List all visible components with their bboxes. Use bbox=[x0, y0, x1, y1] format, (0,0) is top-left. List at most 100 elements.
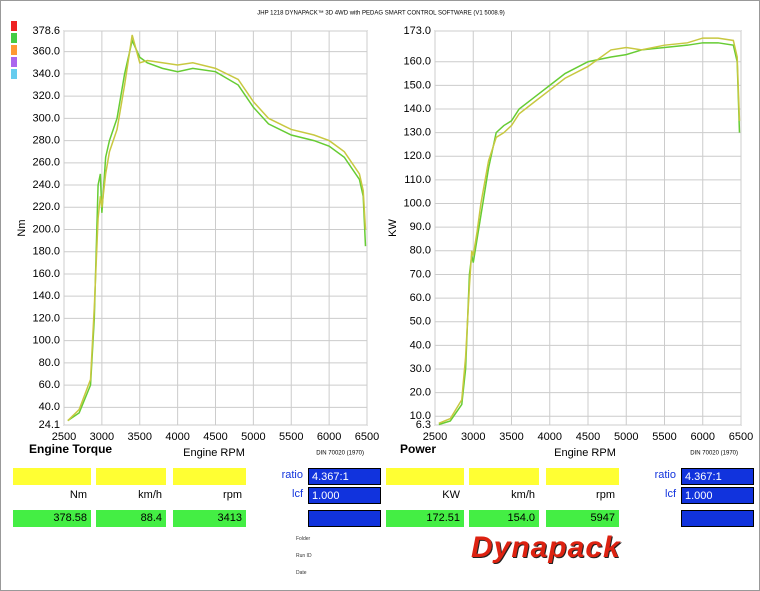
unit-label: km/h bbox=[511, 489, 535, 501]
yellow-box bbox=[13, 468, 91, 485]
ratio-value: 4.367:1 bbox=[308, 468, 381, 485]
chart-title: Engine Torque bbox=[29, 442, 112, 456]
x-tick-label: 6500 bbox=[729, 431, 753, 443]
y-tick-label: 60.0 bbox=[410, 292, 431, 304]
chart-title: Power bbox=[400, 442, 436, 456]
window-title: JHP 1218 DYNAPACK™ 3D 4WD with PEDAG SMA… bbox=[257, 10, 505, 17]
x-tick-label: 2500 bbox=[52, 431, 76, 443]
footer-field: Run ID bbox=[296, 553, 312, 559]
logo-text: Dynapack bbox=[471, 531, 621, 564]
x-tick-label: 4000 bbox=[538, 431, 562, 443]
y-tick-label: 100.0 bbox=[403, 197, 431, 209]
data-line bbox=[438, 37, 741, 425]
yellow-box bbox=[386, 468, 464, 485]
x-tick-label: 4500 bbox=[203, 431, 227, 443]
logo: Dynapack bbox=[471, 531, 731, 571]
x-tick-label: 3500 bbox=[128, 431, 152, 443]
legend-swatch bbox=[11, 21, 17, 31]
x-tick-label: 4000 bbox=[165, 431, 189, 443]
yellow-box bbox=[173, 468, 246, 485]
y-tick-label: 120.0 bbox=[32, 312, 60, 324]
y-tick-label: 260.0 bbox=[32, 157, 60, 169]
y-tick-label: 40.0 bbox=[39, 401, 60, 413]
y-tick-label: 220.0 bbox=[32, 201, 60, 213]
footer-field: Folder bbox=[296, 536, 311, 542]
x-tick-label: 3000 bbox=[90, 431, 114, 443]
y-tick-label: 300.0 bbox=[32, 112, 60, 124]
reading: 5947 bbox=[546, 510, 619, 527]
lcf-value: 1.000 bbox=[308, 487, 381, 504]
y-tick-label: 70.0 bbox=[410, 268, 431, 280]
lcf-label: lcf bbox=[665, 488, 676, 500]
blank-box bbox=[681, 510, 754, 527]
x-tick-label: 6000 bbox=[317, 431, 341, 443]
x-tick-label: 4500 bbox=[576, 431, 600, 443]
ratio-label: ratio bbox=[281, 469, 303, 481]
ratio-value: 4.367:1 bbox=[681, 468, 754, 485]
standard: DIN 70020 (1970) bbox=[690, 451, 738, 457]
y-tick-label: 40.0 bbox=[410, 339, 431, 351]
y-tick-label: 173.0 bbox=[403, 25, 431, 37]
reading: 88.4 bbox=[96, 510, 166, 527]
y-axis-label: Nm bbox=[16, 219, 28, 236]
y-tick-label: 80.0 bbox=[410, 245, 431, 257]
y-tick-label: 6.3 bbox=[416, 419, 431, 431]
unit-label: km/h bbox=[138, 489, 162, 501]
y-tick-label: 378.6 bbox=[32, 25, 60, 37]
y-tick-label: 360.0 bbox=[32, 46, 60, 58]
reading: 172.51 bbox=[386, 510, 464, 527]
y-tick-label: 160.0 bbox=[403, 56, 431, 68]
ratio-label: ratio bbox=[654, 469, 676, 481]
data-line bbox=[67, 38, 367, 422]
y-tick-label: 90.0 bbox=[410, 221, 431, 233]
y-tick-label: 110.0 bbox=[404, 174, 431, 186]
y-tick-label: 160.0 bbox=[32, 268, 60, 280]
unit-label: KW bbox=[442, 489, 460, 501]
y-tick-label: 130.0 bbox=[403, 127, 431, 139]
x-tick-label: 5000 bbox=[614, 431, 638, 443]
x-tick-label: 6500 bbox=[355, 431, 379, 443]
lcf-value: 1.000 bbox=[681, 487, 754, 504]
standard: DIN 70020 (1970) bbox=[316, 451, 364, 457]
x-tick-label: 3500 bbox=[499, 431, 523, 443]
reading: 378.58 bbox=[13, 510, 91, 527]
y-tick-label: 340.0 bbox=[32, 68, 60, 80]
x-axis-label: Engine RPM bbox=[183, 447, 245, 459]
x-axis-label: Engine RPM bbox=[554, 447, 616, 459]
x-tick-label: 5500 bbox=[652, 431, 676, 443]
y-tick-label: 120.0 bbox=[403, 150, 431, 162]
blank-box bbox=[308, 510, 381, 527]
x-tick-label: 3000 bbox=[461, 431, 485, 443]
legend-swatch bbox=[11, 33, 17, 43]
footer-field: Date bbox=[296, 570, 307, 576]
yellow-box bbox=[469, 468, 539, 485]
y-tick-label: 140.0 bbox=[403, 103, 431, 115]
unit-label: rpm bbox=[596, 489, 615, 501]
y-tick-label: 180.0 bbox=[32, 246, 60, 258]
legend-swatch bbox=[11, 69, 17, 79]
unit-label: rpm bbox=[223, 489, 242, 501]
x-tick-label: 5500 bbox=[279, 431, 303, 443]
y-tick-label: 30.0 bbox=[410, 363, 431, 375]
lcf-label: lcf bbox=[292, 488, 303, 500]
y-tick-label: 280.0 bbox=[32, 134, 60, 146]
y-tick-label: 140.0 bbox=[32, 290, 60, 302]
y-tick-label: 320.0 bbox=[32, 90, 60, 102]
y-tick-label: 24.1 bbox=[39, 419, 60, 431]
yellow-box bbox=[96, 468, 166, 485]
data-line bbox=[67, 34, 367, 422]
y-tick-label: 10.0 bbox=[410, 410, 431, 422]
reading: 154.0 bbox=[469, 510, 539, 527]
y-tick-label: 20.0 bbox=[410, 387, 431, 399]
y-tick-label: 240.0 bbox=[32, 179, 60, 191]
y-tick-label: 80.0 bbox=[39, 357, 60, 369]
legend-swatch bbox=[11, 57, 17, 67]
y-tick-label: 60.0 bbox=[39, 379, 60, 391]
y-tick-label: 50.0 bbox=[410, 316, 431, 328]
x-tick-label: 6000 bbox=[691, 431, 715, 443]
yellow-box bbox=[546, 468, 619, 485]
y-tick-label: 200.0 bbox=[32, 223, 60, 235]
legend-swatch bbox=[11, 45, 17, 55]
